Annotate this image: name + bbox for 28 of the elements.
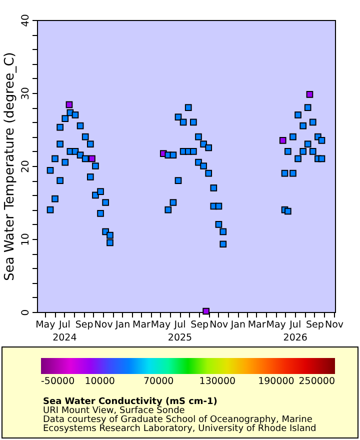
color-bar-label: 250000: [298, 376, 335, 387]
x-tick-label: Sep: [75, 320, 94, 330]
y-tick-label: 30: [20, 87, 32, 100]
y-tick-label: 0: [20, 309, 32, 316]
color-bar-title: Sea Water Conductivity (mS cm-1): [43, 397, 218, 407]
x-tick-label: Mar: [132, 320, 151, 330]
y-tick-label: 20: [20, 160, 32, 173]
x-tick-label: Sep: [306, 320, 324, 330]
text: URI Mount View, Surface Sonde: [43, 406, 186, 416]
color-bar-label: 70000: [143, 376, 174, 387]
color-bar-label: 130000: [199, 376, 236, 387]
x-tick-label: Sep: [190, 320, 209, 330]
color-bar-label: -50000: [41, 376, 75, 387]
x-tick-label: Nov: [210, 320, 229, 330]
y-tick-label: 40: [20, 14, 32, 27]
x-tick-label: May: [36, 320, 56, 330]
y-tick-label: 10: [20, 233, 32, 246]
text: Ecosystems Research Laboratory, University of Rhode Island: [43, 424, 316, 434]
x-tick-label: Jan: [230, 320, 246, 330]
color-bar-label: 10000: [84, 376, 115, 387]
x-tick-label: Mar: [248, 320, 266, 330]
x-tick-label: Jan: [114, 320, 130, 330]
x-tick-label: May: [266, 320, 286, 330]
x-tick-label: Nov: [94, 320, 114, 330]
color-bar-label: 190000: [258, 376, 294, 387]
x-tick-label: Nov: [324, 320, 344, 330]
y-axis-title: Sea Water Temperature (degree_C): [2, 52, 18, 281]
text: Data courtesy of Graduate School of Oceanography, Marine: [43, 415, 313, 425]
